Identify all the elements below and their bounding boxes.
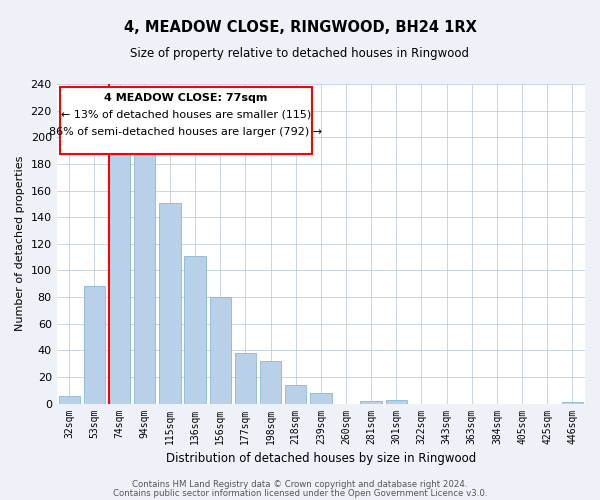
- Bar: [159, 202, 181, 404]
- Bar: [59, 396, 80, 404]
- X-axis label: Distribution of detached houses by size in Ringwood: Distribution of detached houses by size …: [166, 452, 476, 465]
- Y-axis label: Number of detached properties: Number of detached properties: [15, 156, 25, 332]
- Bar: [134, 153, 155, 404]
- Bar: [109, 142, 130, 404]
- Bar: [260, 361, 281, 404]
- Text: Size of property relative to detached houses in Ringwood: Size of property relative to detached ho…: [131, 48, 470, 60]
- Bar: [386, 400, 407, 404]
- Bar: [235, 353, 256, 404]
- Text: ← 13% of detached houses are smaller (115): ← 13% of detached houses are smaller (11…: [61, 110, 311, 120]
- Bar: [209, 297, 231, 404]
- Bar: [285, 385, 307, 404]
- Bar: [562, 402, 583, 404]
- Text: Contains HM Land Registry data © Crown copyright and database right 2024.: Contains HM Land Registry data © Crown c…: [132, 480, 468, 489]
- Bar: [84, 286, 105, 404]
- Bar: [184, 256, 206, 404]
- Text: 86% of semi-detached houses are larger (792) →: 86% of semi-detached houses are larger (…: [49, 127, 322, 137]
- Bar: [310, 393, 332, 404]
- Text: 4 MEADOW CLOSE: 77sqm: 4 MEADOW CLOSE: 77sqm: [104, 93, 268, 103]
- Bar: [361, 401, 382, 404]
- Text: Contains public sector information licensed under the Open Government Licence v3: Contains public sector information licen…: [113, 488, 487, 498]
- Text: 4, MEADOW CLOSE, RINGWOOD, BH24 1RX: 4, MEADOW CLOSE, RINGWOOD, BH24 1RX: [124, 20, 476, 35]
